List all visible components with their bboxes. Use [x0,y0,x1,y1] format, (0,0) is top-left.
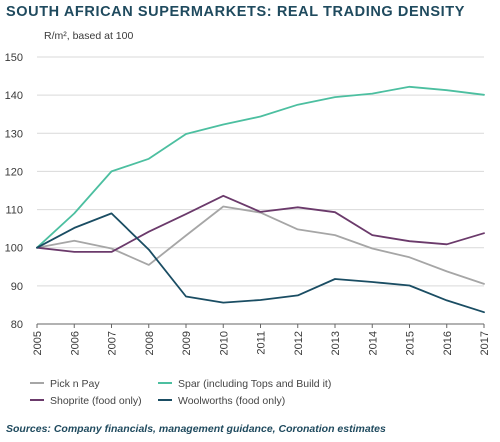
series-line-pick-n-pay [36,205,485,285]
legend-label-shoprite: Shoprite (food only) [50,395,142,407]
legend-swatch-pick-n-pay [30,382,44,385]
legend-item-woolworths: Woolworths (food only) [158,395,285,407]
chart-title: SOUTH AFRICAN SUPERMARKETS: REAL TRADING… [6,4,465,20]
legend-swatch-spar [158,382,172,385]
x-tick-label-2010: 2010 [218,331,230,355]
y-axis-label: R/m², based at 100 [44,30,134,42]
y-tick-label-140: 140 [5,90,23,102]
legend-label-pick-n-pay: Pick n Pay [50,378,100,390]
x-tick-label-2006: 2006 [69,331,81,355]
x-tick-label-2015: 2015 [405,331,417,355]
x-tick-label-2011: 2011 [256,331,268,355]
y-tick-label-120: 120 [5,166,23,178]
y-tick-label-80: 80 [11,319,23,331]
series-line-woolworths-food-only [36,212,485,314]
line-chart: 80 90 100 110 120 130 140 150 2005 2006 2007 2008 20… [5,52,491,355]
legend-item-spar: Spar (including Tops and Build it) [158,378,331,390]
legend-item-pick-n-pay: Pick n Pay [30,378,100,390]
y-tick-label-90: 90 [11,281,23,293]
legend-label-spar: Spar (including Tops and Build it) [178,378,332,390]
y-tick-label-100: 100 [5,243,23,255]
y-tick-label-130: 130 [5,128,23,140]
source-note: Sources: Company financials, management … [6,423,386,435]
x-tick-label-2005: 2005 [32,331,44,355]
x-tick-label-2017: 2017 [479,331,491,355]
legend-item-shoprite: Shoprite (food only) [30,395,142,407]
x-tick-label-2013: 2013 [330,331,342,355]
x-tick-label-2014: 2014 [367,331,379,355]
x-tick-label-2009: 2009 [181,331,193,355]
legend-label-woolworths: Woolworths (food only) [178,395,286,407]
x-tick-label-2007: 2007 [107,331,119,355]
series-line-shoprite-food-only [36,194,485,253]
x-tick-label-2008: 2008 [144,331,156,355]
series-line-spar-including-tops-and-build-it [36,85,485,249]
x-tick-label-2012: 2012 [293,331,305,355]
y-tick-label-150: 150 [5,52,23,64]
legend-swatch-woolworths [158,399,172,402]
y-tick-label-110: 110 [5,205,23,217]
x-tick-label-2016: 2016 [442,331,454,355]
legend-swatch-shoprite [30,399,44,402]
